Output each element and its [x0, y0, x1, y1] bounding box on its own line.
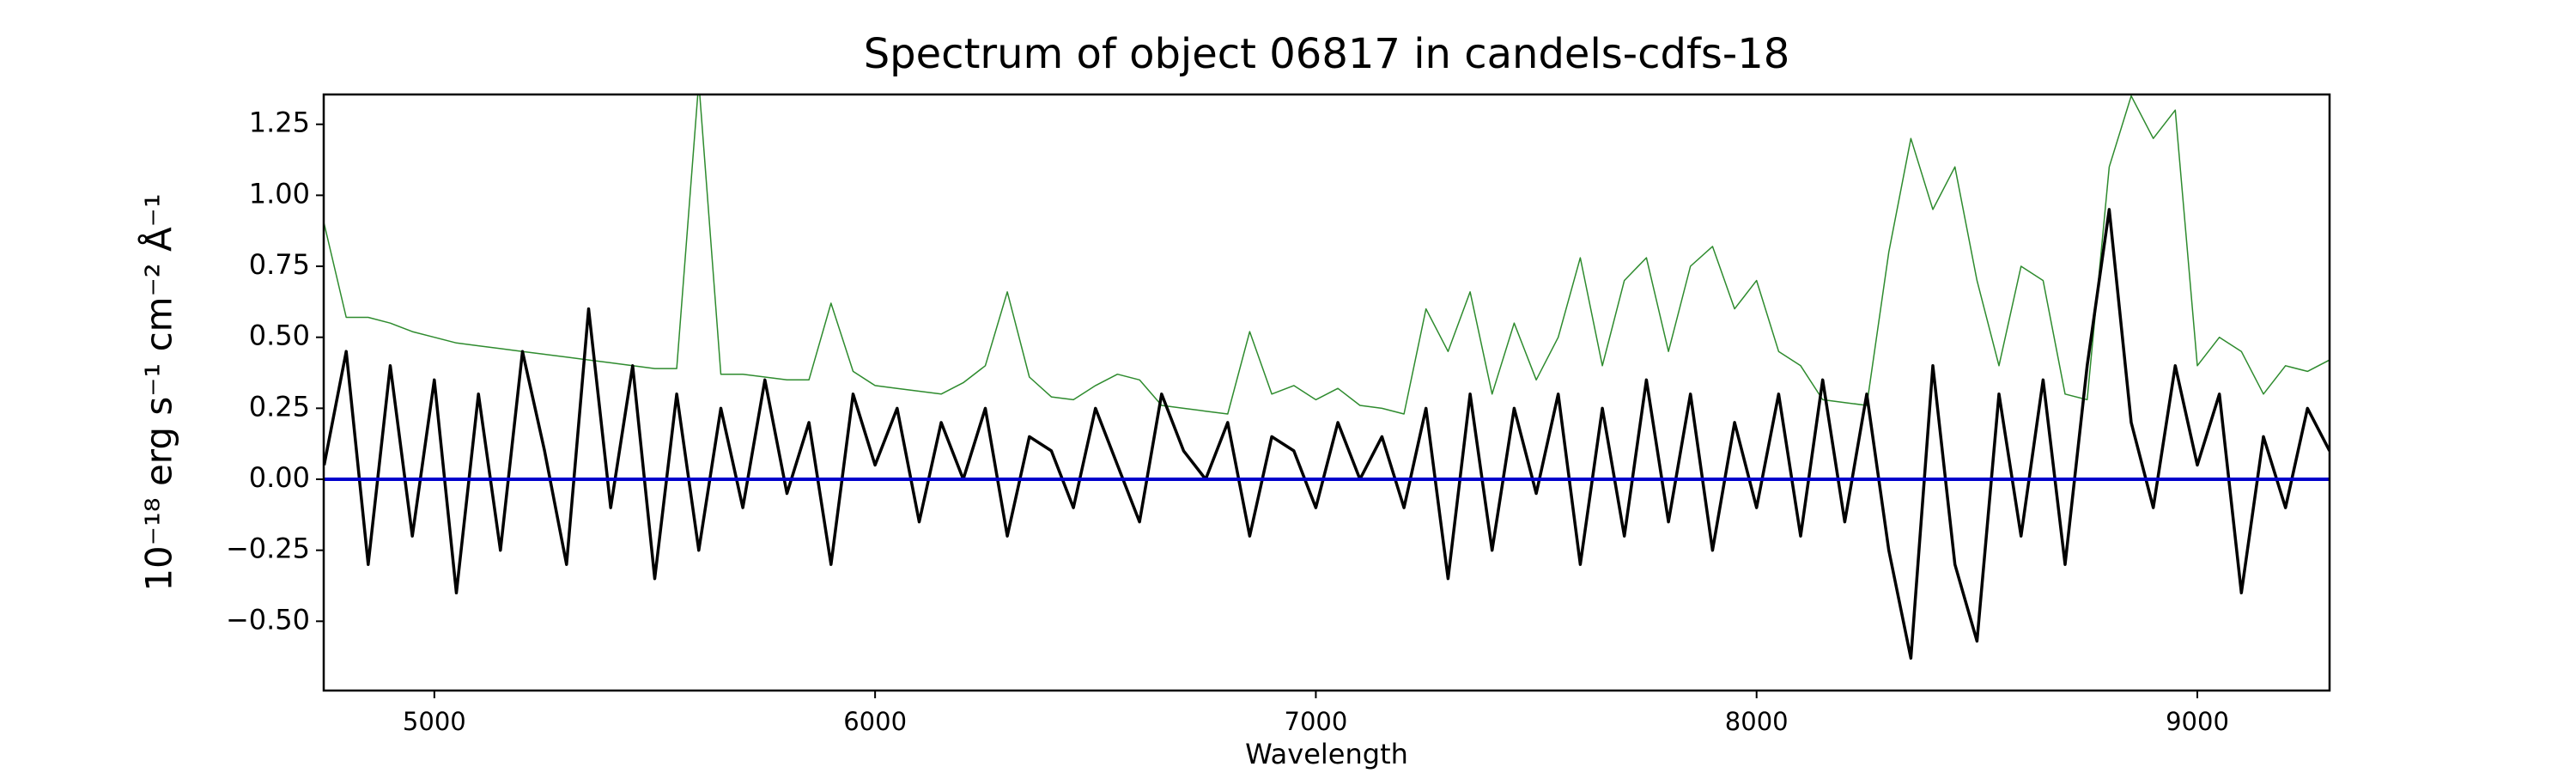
y-tick-label: 1.25 [249, 107, 310, 139]
axes-frame [322, 93, 2331, 692]
y-tick-label: 0.00 [249, 461, 310, 494]
y-tick-label: 1.00 [249, 177, 310, 210]
x-tick-label: 8000 [1725, 707, 1789, 736]
y-tick-label: −0.25 [226, 533, 310, 565]
spectrum-line [324, 208, 2330, 660]
x-tick-label: 6000 [843, 707, 907, 736]
spectrum-line [324, 94, 2330, 415]
x-tick-label: 9000 [2166, 707, 2229, 736]
x-tick-label: 7000 [1285, 707, 1348, 736]
x-tick-label: 5000 [403, 707, 466, 736]
y-tick-label: −0.50 [226, 603, 310, 636]
y-tick-label: 0.75 [249, 248, 310, 281]
chart-title: Spectrum of object 06817 in candels-cdfs… [864, 30, 1790, 78]
x-axis-label: Wavelength [1245, 738, 1408, 770]
y-tick-label: 0.25 [249, 390, 310, 423]
y-tick-label: 0.50 [249, 320, 310, 352]
y-axis-label: 10⁻¹⁸ erg s⁻¹ cm⁻² Å⁻¹ [137, 193, 180, 591]
plot-area [324, 94, 2330, 660]
